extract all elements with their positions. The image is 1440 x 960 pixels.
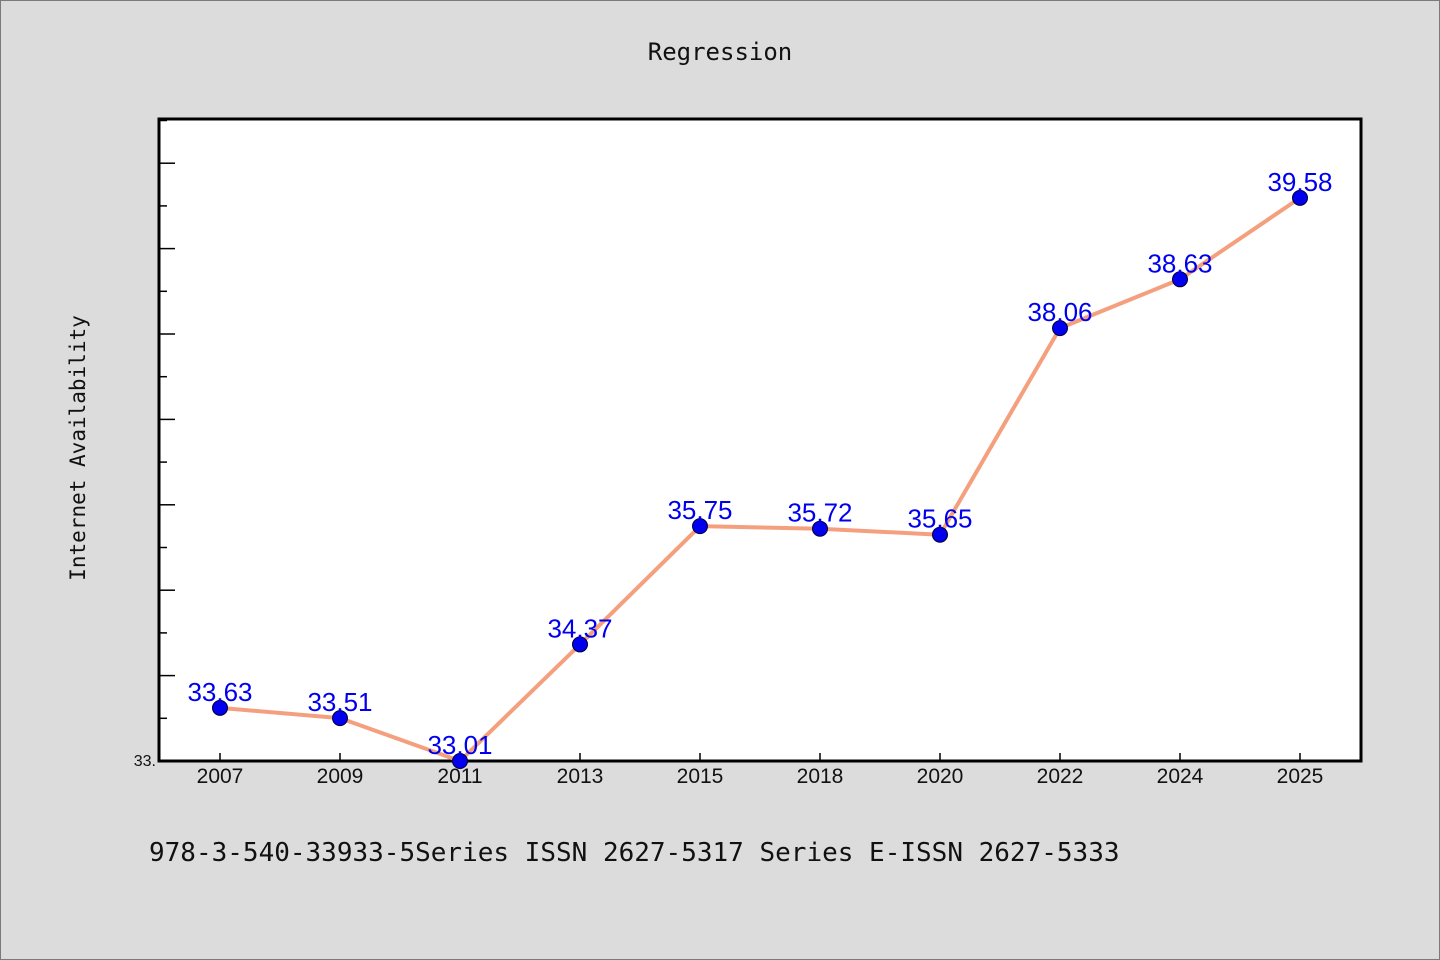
x-tick-label: 2015 bbox=[677, 765, 724, 788]
data-point bbox=[812, 520, 828, 537]
data-label: 33.63 bbox=[187, 677, 252, 707]
x-tick-label: 2013 bbox=[557, 765, 604, 788]
data-label: 38.63 bbox=[1147, 248, 1212, 278]
x-tick-label: 2009 bbox=[317, 765, 364, 788]
data-point bbox=[572, 636, 588, 653]
series-line bbox=[219, 196, 1302, 763]
data-point bbox=[212, 699, 228, 716]
x-axis-ticks: 2007 2009 2011 2013 2015 2018 2020 2022 2024 2025 bbox=[197, 753, 1324, 788]
x-tick-label: 2007 bbox=[197, 765, 244, 788]
data-point bbox=[1052, 320, 1068, 337]
data-point bbox=[1292, 189, 1308, 206]
data-label: 35.75 bbox=[667, 495, 732, 525]
data-label: 35.65 bbox=[907, 504, 972, 534]
data-label: 38.06 bbox=[1027, 297, 1092, 327]
data-point bbox=[332, 710, 348, 727]
series-line-group bbox=[219, 196, 1302, 763]
x-tick-label: 2025 bbox=[1277, 765, 1324, 788]
y-axis-label: Internet Availability bbox=[66, 315, 90, 581]
data-point bbox=[692, 518, 708, 535]
y-tick-label: 33. bbox=[134, 753, 156, 770]
plot-area bbox=[157, 117, 1363, 763]
data-label: 33.51 bbox=[307, 687, 372, 717]
x-tick-label: 2011 bbox=[437, 765, 482, 788]
data-label: 35.72 bbox=[787, 498, 852, 528]
footer-text: 978-3-540-33933-5Series ISSN 2627-5317 S… bbox=[149, 838, 1120, 868]
y-axis-ticks bbox=[159, 119, 175, 762]
data-label: 33.01 bbox=[427, 730, 492, 760]
chart-title: Regression bbox=[648, 38, 793, 66]
x-tick-label: 2024 bbox=[1157, 765, 1204, 788]
x-tick-label: 2020 bbox=[917, 765, 964, 788]
x-tick-label: 2018 bbox=[797, 765, 844, 788]
data-label: 39.58 bbox=[1267, 167, 1332, 197]
data-point bbox=[1172, 271, 1188, 288]
data-labels: 33.63 33.51 33.01 34.37 35.75 35.72 35.65 38.06… bbox=[187, 167, 1332, 760]
data-point bbox=[932, 526, 948, 543]
data-point bbox=[452, 753, 468, 769]
x-tick-label: 2022 bbox=[1037, 765, 1084, 788]
data-markers bbox=[212, 189, 1308, 769]
data-label: 34.37 bbox=[547, 613, 612, 643]
